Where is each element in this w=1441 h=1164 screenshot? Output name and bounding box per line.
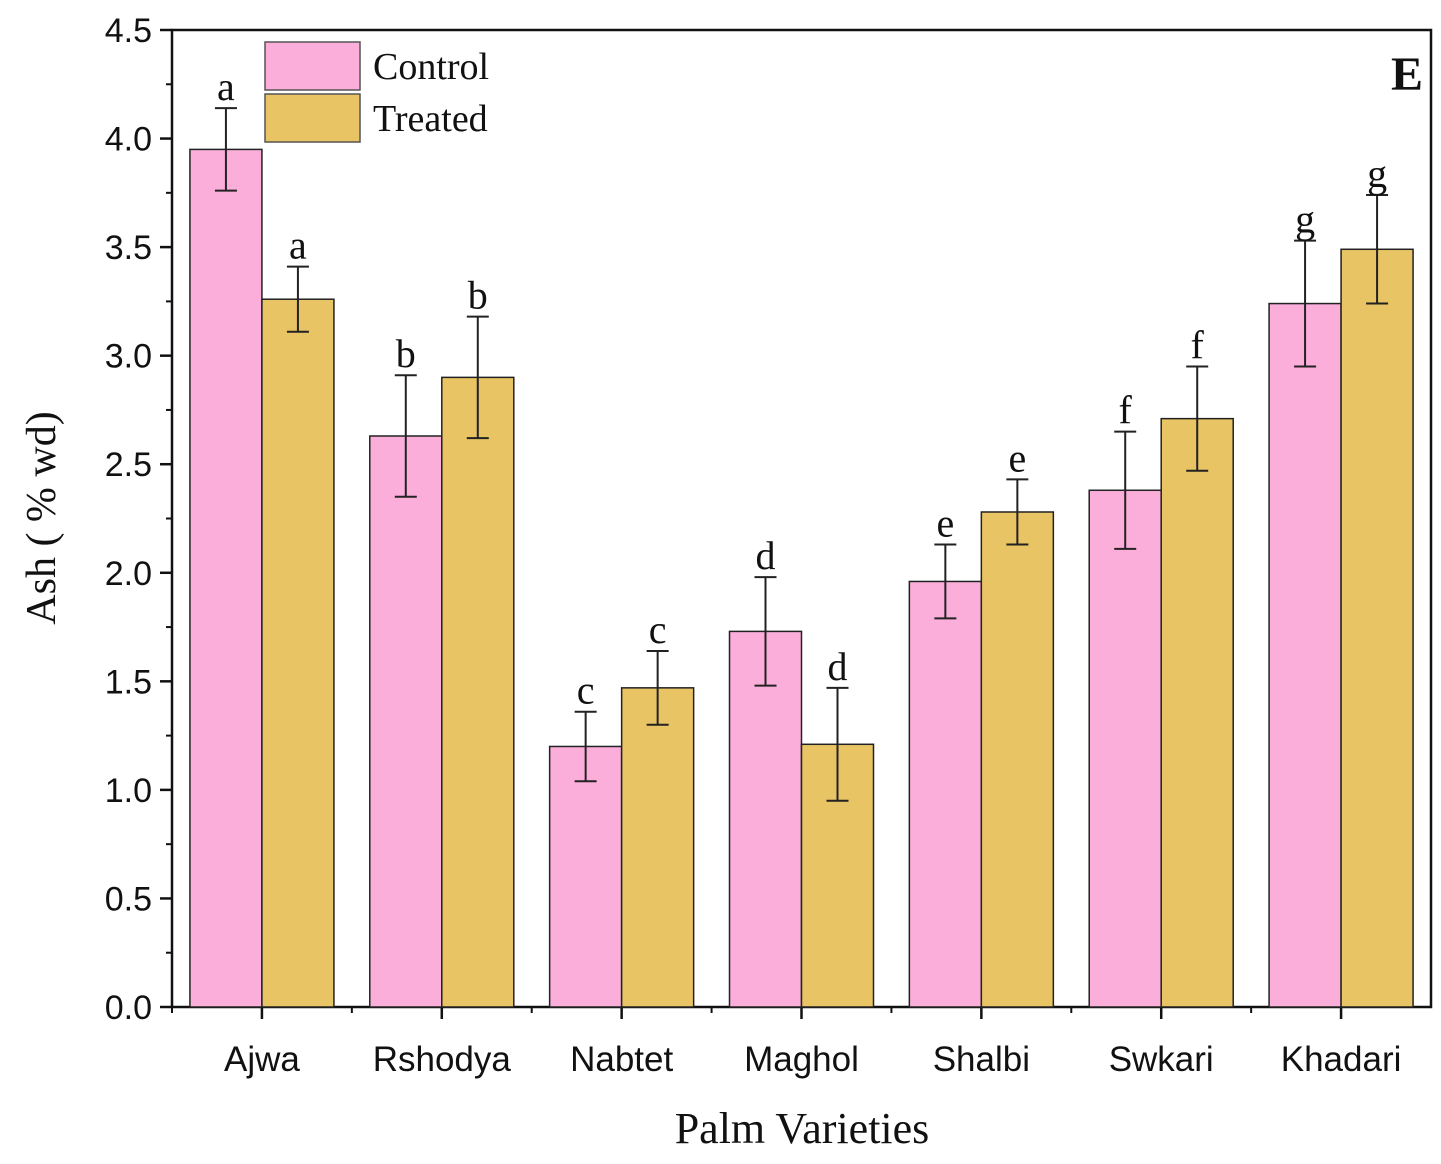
significance-letter: e — [936, 501, 954, 546]
y-tick-label: 1.0 — [105, 772, 152, 810]
bars — [189, 148, 1414, 1008]
significance-letter: d — [756, 533, 776, 578]
y-tick-label: 0.5 — [105, 880, 152, 918]
y-tick-label: 3.0 — [105, 338, 152, 376]
legend-label-control: Control — [373, 46, 489, 88]
x-category-label: Nabtet — [570, 1040, 673, 1079]
y-tick-label: 2.0 — [105, 555, 152, 593]
legend-swatch-control — [264, 41, 361, 91]
legend-swatch-treated — [264, 93, 361, 143]
significance-letter: c — [577, 668, 595, 713]
significance-letter: c — [649, 607, 667, 652]
x-category-label: Shalbi — [933, 1040, 1030, 1079]
error-bars — [214, 107, 1389, 802]
x-category-label: Rshodya — [373, 1040, 512, 1079]
y-tick-label: 3.5 — [105, 229, 152, 267]
significance-letters: a b c d e f g a b c d e f g — [217, 64, 1387, 713]
x-axis-title: Palm Varieties — [675, 1104, 930, 1153]
bar-treated — [261, 298, 335, 1008]
significance-letter: b — [396, 331, 416, 376]
significance-letter: e — [1008, 435, 1026, 480]
significance-letter: f — [1191, 323, 1205, 368]
bar-treated — [1160, 417, 1234, 1008]
y-axis: 0.0 0.5 1.0 1.5 2.0 2.5 3.0 3.5 4.0 4.5 — [105, 12, 172, 1027]
bar-control — [189, 148, 263, 1008]
bar-control — [728, 630, 803, 1008]
y-tick-label: 0.0 — [105, 989, 152, 1027]
x-axis: Ajwa Rshodya Nabtet Maghol Shalbi Swkari Khada… — [171, 1007, 1402, 1079]
legend: Control Treated — [264, 41, 489, 143]
bar-treated — [620, 687, 695, 1008]
bar-control — [1268, 302, 1342, 1008]
x-category-label: Ajwa — [224, 1040, 300, 1079]
significance-letter: g — [1367, 151, 1387, 196]
y-tick-label: 1.5 — [105, 663, 152, 701]
significance-letter: a — [289, 223, 307, 268]
y-axis-title: Ash ( % wd) — [19, 411, 65, 624]
bar-treated — [1340, 248, 1414, 1008]
legend-label-treated: Treated — [373, 98, 488, 140]
x-category-label: Swkari — [1109, 1040, 1214, 1079]
significance-letter: b — [468, 273, 488, 318]
significance-letter: f — [1119, 388, 1133, 433]
bar-control — [548, 745, 623, 1008]
significance-letter: d — [828, 644, 848, 689]
bar-control — [1088, 489, 1162, 1008]
significance-letter: a — [217, 64, 235, 109]
x-category-label: Maghol — [744, 1040, 859, 1079]
bar-treated — [980, 511, 1055, 1008]
x-category-label: Khadari — [1281, 1040, 1402, 1079]
bar-control — [908, 580, 983, 1008]
y-tick-label: 4.5 — [105, 12, 152, 50]
bar-treated — [441, 376, 515, 1008]
panel-label: E — [1391, 48, 1423, 101]
significance-letter: g — [1295, 197, 1315, 242]
y-tick-label: 4.0 — [105, 121, 152, 159]
y-tick-label: 2.5 — [105, 446, 152, 484]
bar-control — [369, 435, 443, 1008]
